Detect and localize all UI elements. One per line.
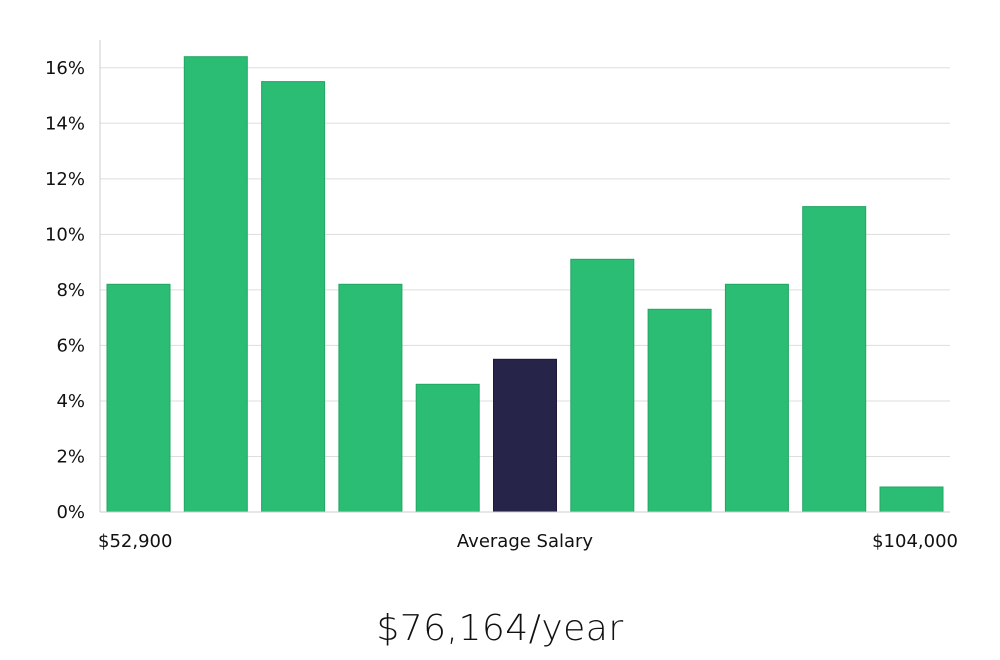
- y-tick-label: 6%: [56, 335, 85, 356]
- y-tick-label: 10%: [45, 224, 85, 245]
- y-tick-label: 8%: [56, 280, 85, 301]
- bar: [802, 206, 867, 513]
- y-tick-label: 4%: [56, 391, 85, 412]
- bar: [338, 283, 403, 513]
- average-salary-summary: $76,164/year: [376, 608, 624, 649]
- bar: [570, 258, 635, 513]
- bar: [415, 383, 480, 513]
- x-axis-title: Average Salary: [457, 531, 594, 552]
- bar-average-salary: [493, 358, 557, 513]
- bar: [106, 283, 171, 513]
- y-tick-label: 14%: [45, 113, 85, 134]
- y-tick-label: 0%: [56, 502, 85, 523]
- y-tick-label: 12%: [45, 169, 85, 190]
- salary-histogram-chart: 0% 2% 4% 6% 8% 10% 12% 14% 16% $52,900 Average S…: [45, 40, 958, 552]
- bar: [724, 283, 789, 513]
- bar: [879, 486, 944, 513]
- y-tick-label: 16%: [45, 58, 85, 79]
- bar: [183, 56, 248, 513]
- bar: [647, 308, 712, 513]
- bars: [106, 56, 944, 513]
- x-max-label: $104,000: [872, 531, 958, 552]
- y-tick-label: 2%: [56, 446, 85, 467]
- bar: [261, 81, 326, 513]
- y-axis-ticks: 0% 2% 4% 6% 8% 10% 12% 14% 16%: [45, 58, 85, 523]
- x-min-label: $52,900: [98, 531, 172, 552]
